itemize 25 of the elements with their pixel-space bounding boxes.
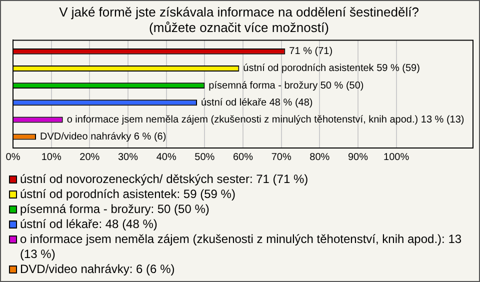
x-tick-label: 30% bbox=[118, 152, 138, 163]
legend-label: písemná forma - brožury: 50 (50 %) bbox=[20, 202, 210, 216]
x-tick-label: 40% bbox=[156, 152, 176, 163]
legend-label: DVD/video nahrávky: 6 (6 %) bbox=[20, 262, 175, 276]
x-tick-label: 70% bbox=[271, 152, 292, 163]
legend-label: ústní od porodních asistentek: 59 (59 %) bbox=[20, 186, 236, 201]
data-label: DVD/video nahrávky 6 % (6) bbox=[40, 132, 166, 143]
data-label: 71 % (71) bbox=[289, 46, 333, 58]
legend-label: o informace jsem neměla zájem (zkušenosti z minulých těhotenství, knih apod.): 13 (13 %) bbox=[20, 232, 462, 261]
x-tick-label: 10% bbox=[41, 152, 62, 163]
legend-label: ústní od novorozeneckých/ dětských sester: 71 (71 %) bbox=[20, 172, 308, 186]
x-tick-label: 100% bbox=[384, 152, 410, 163]
data-label: ústní od lékaře 48 % (48) bbox=[201, 97, 313, 108]
data-label: ústní od porodních asistentek 59 % (59) bbox=[243, 63, 420, 74]
x-tick-label: 60% bbox=[232, 152, 254, 163]
x-tick-label: 80% bbox=[310, 152, 330, 163]
x-tick-label: 0% bbox=[6, 152, 20, 163]
x-tick-label: 50% bbox=[194, 152, 215, 163]
chart-title: V jaké formě jste získávala informace na oddělení šestinedělí? bbox=[59, 4, 419, 20]
data-label: písemná forma - brožury 50 % (50) bbox=[208, 80, 364, 92]
x-tick-label: 20% bbox=[80, 152, 100, 163]
chart-subtitle: (můžete označit více možností) bbox=[149, 20, 329, 35]
x-tick-label: 90% bbox=[348, 152, 368, 163]
data-label: o informace jsem neměla zájem (zkušenosti z minulých těhotenství, knih apod.) 13 % (13) bbox=[66, 114, 464, 126]
legend-label: ústní od lékaře: 48 (48 %) bbox=[20, 216, 158, 231]
